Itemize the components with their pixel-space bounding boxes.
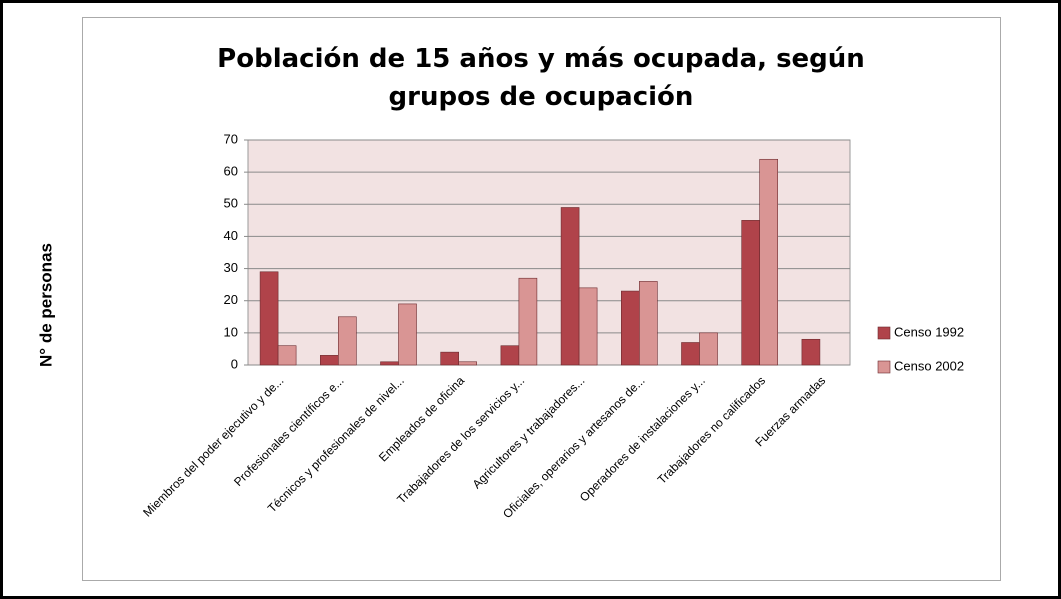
y-tick-label: 30 xyxy=(224,260,238,275)
y-axis-label: N° de personas xyxy=(36,243,55,367)
legend-swatch xyxy=(877,360,891,374)
bar xyxy=(380,361,399,366)
bar xyxy=(620,290,640,366)
bar xyxy=(398,303,417,366)
y-tick-label: 60 xyxy=(224,164,238,179)
bar xyxy=(518,277,538,366)
legend-label: Censo 2002 xyxy=(894,358,964,373)
bar xyxy=(578,287,598,366)
bar xyxy=(560,207,580,366)
bar xyxy=(337,316,357,366)
y-tick-label: 40 xyxy=(224,228,238,243)
bar xyxy=(277,345,297,366)
y-tick-label: 20 xyxy=(224,292,238,307)
legend-swatch xyxy=(877,326,891,340)
bar xyxy=(638,281,658,366)
bar xyxy=(500,345,520,366)
y-tick-label: 70 xyxy=(224,131,238,146)
bar xyxy=(259,271,279,366)
bar xyxy=(458,361,478,366)
bar xyxy=(440,351,460,366)
bar xyxy=(741,220,761,366)
chart-title: Población de 15 años y más ocupada, segú… xyxy=(217,44,865,112)
bar xyxy=(319,355,339,366)
bar xyxy=(759,158,779,366)
legend-label: Censo 1992 xyxy=(894,324,964,339)
bar xyxy=(681,342,700,366)
y-tick-label: 50 xyxy=(224,196,238,211)
y-tick-label: 0 xyxy=(231,356,238,371)
y-tick-label: 10 xyxy=(224,324,238,339)
bar xyxy=(699,332,718,366)
bar xyxy=(801,338,821,366)
